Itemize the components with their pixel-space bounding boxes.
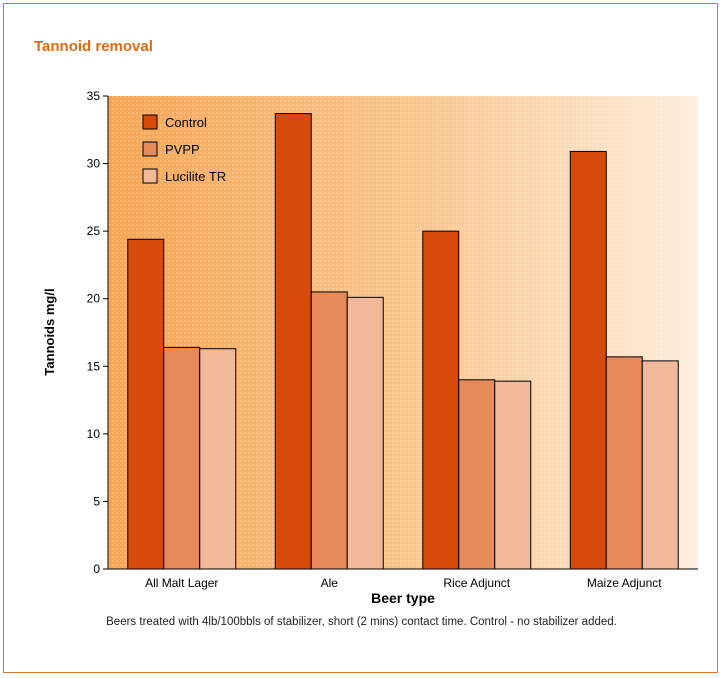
legend-label: PVPP <box>165 142 200 157</box>
legend-swatch <box>142 141 158 157</box>
bar-control <box>274 113 312 570</box>
y-axis-label: Tannoids mg/l <box>42 288 57 375</box>
bar-lucilite-tr <box>641 360 679 570</box>
y-tick-label: 20 <box>87 292 101 306</box>
x-axis-label: Beer type <box>371 590 435 606</box>
x-tick-label: Maize Adjunct <box>587 576 662 590</box>
bar-control <box>127 238 165 570</box>
bar-lucilite-tr <box>199 348 237 570</box>
x-tick-label: All Malt Lager <box>145 576 218 590</box>
legend-swatch <box>142 168 158 184</box>
bar-control <box>422 230 460 570</box>
legend-swatch <box>142 114 158 130</box>
bar-control <box>569 150 607 570</box>
y-tick-label: 30 <box>87 157 101 171</box>
legend-label: Lucilite TR <box>165 169 226 184</box>
x-tick-label: Ale <box>321 576 339 590</box>
y-tick-label: 10 <box>87 427 101 441</box>
y-tick-label: 0 <box>93 562 100 576</box>
chart-caption: Beers treated with 4lb/100bbls of stabil… <box>106 616 617 628</box>
bar-pvpp <box>163 346 201 570</box>
y-tick-label: 15 <box>87 359 101 373</box>
bar-lucilite-tr <box>346 296 384 570</box>
legend-label: Control <box>165 115 207 130</box>
y-tick-label: 35 <box>87 89 101 103</box>
y-tick-label: 5 <box>93 494 100 508</box>
bar-pvpp <box>310 291 348 570</box>
x-tick-label: Rice Adjunct <box>443 576 510 590</box>
bar-lucilite-tr <box>494 380 532 570</box>
bar-pvpp <box>605 356 643 570</box>
page-title: Tannoid removal <box>34 38 153 55</box>
bar-pvpp <box>458 379 496 570</box>
y-tick-label: 25 <box>87 224 101 238</box>
